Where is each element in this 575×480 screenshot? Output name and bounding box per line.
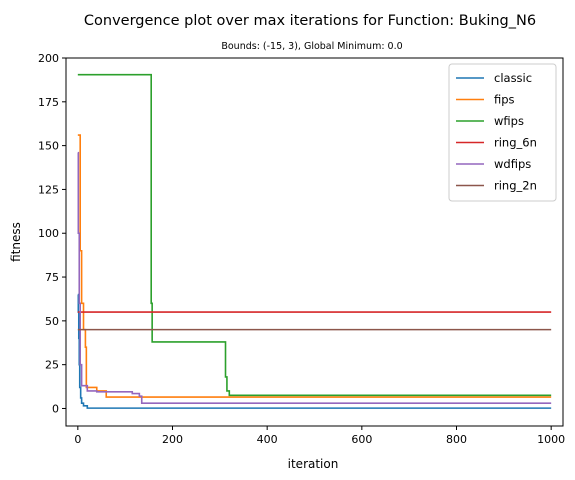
legend-label-fips: fips	[494, 93, 515, 107]
x-tick-label: 200	[162, 433, 183, 446]
y-axis-ticks: 0 25 50 75 100 125 150 175 200	[38, 52, 66, 415]
legend-label-ring_6n: ring_6n	[494, 136, 537, 150]
x-tick-label: 0	[74, 433, 81, 446]
x-tick-label: 1000	[537, 433, 565, 446]
series-line-fips	[77, 134, 552, 398]
series-line-wdfips	[77, 151, 552, 405]
x-tick-label: 800	[446, 433, 467, 446]
plot-frame	[65, 57, 564, 427]
x-axis-ticks: 0 200 400 600 800 1000	[74, 426, 565, 446]
y-tick-label: 25	[45, 359, 59, 372]
legend-label-wdfips: wdfips	[494, 157, 531, 171]
series-layer	[77, 73, 552, 409]
y-tick-label: 150	[38, 140, 59, 153]
x-axis-label: iteration	[288, 457, 339, 471]
x-tick-label: 600	[351, 433, 372, 446]
legend-label-classic: classic	[494, 71, 532, 85]
series-line-wfips	[77, 73, 552, 397]
legend-label-wfips: wfips	[494, 114, 524, 128]
y-tick-label: 50	[45, 315, 59, 328]
chart-subtitle: Bounds: (-15, 3), Global Minimum: 0.0	[221, 41, 402, 52]
y-tick-label: 175	[38, 96, 59, 109]
y-tick-label: 75	[45, 271, 59, 284]
y-tick-label: 100	[38, 227, 59, 240]
y-tick-label: 125	[38, 183, 59, 196]
y-tick-label: 0	[52, 402, 59, 415]
x-tick-label: 400	[257, 433, 278, 446]
y-tick-label: 200	[38, 52, 59, 65]
legend-frame	[448, 63, 557, 202]
legend-label-ring_2n: ring_2n	[494, 179, 537, 193]
y-axis-label: fitness	[9, 222, 23, 262]
chart-title: Convergence plot over max iterations for…	[84, 13, 536, 29]
